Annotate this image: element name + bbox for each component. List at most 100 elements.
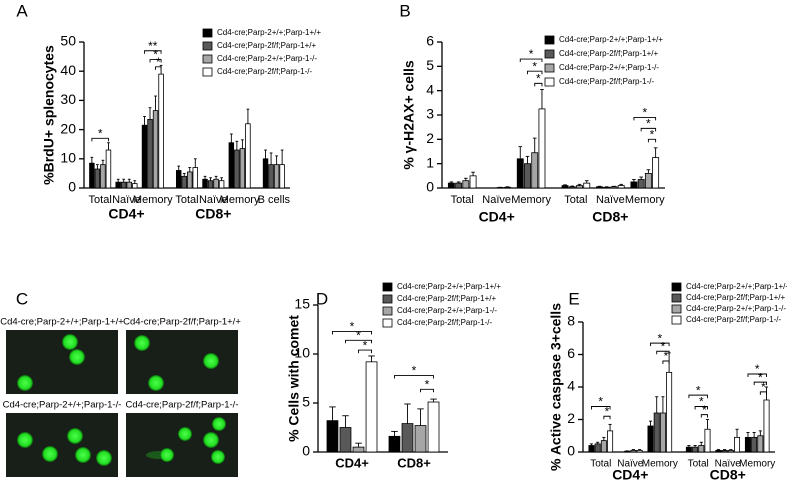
legend-label: Cd4-cre;Parp-2+/+;Parp-1-/-: [559, 63, 659, 72]
bar: [401, 423, 414, 453]
bar: [469, 175, 477, 189]
x-tick-label: Naïve: [596, 194, 625, 206]
significance-label: *: [699, 395, 704, 409]
legend-label: Cd4-cre;Parp-2+/+;Parp-1+/+: [559, 35, 663, 44]
bar: [365, 361, 378, 453]
legend-swatch: [202, 67, 213, 77]
y-tick-label: 0: [68, 179, 76, 195]
significance-label: *: [646, 117, 651, 131]
significance-bracket: [534, 82, 543, 87]
y-tick-label: 40: [60, 62, 76, 78]
significance-bracket: [640, 127, 657, 132]
bar: [192, 167, 199, 189]
significance-bracket: [633, 116, 657, 121]
bar: [636, 449, 643, 453]
significance-bracket: [753, 381, 767, 386]
bar: [414, 425, 427, 453]
bar: [462, 180, 470, 189]
group-label: CD8+: [592, 209, 628, 225]
bar: [637, 179, 645, 189]
bar: [455, 182, 463, 189]
x-tick-label: Memory: [133, 194, 173, 206]
bar: [262, 158, 269, 189]
y-tick-label: 10: [60, 150, 76, 166]
y-tick-label: 2: [426, 130, 434, 146]
y-axis-title: %BrdU+ splenocytes: [41, 45, 57, 185]
bar: [596, 186, 603, 189]
bar: [644, 172, 652, 189]
y-tick-label: 10: [294, 345, 310, 361]
group-label: CD4+: [479, 209, 515, 225]
significance-bracket: [662, 360, 670, 364]
x-tick-label: Naïve: [112, 194, 141, 206]
legend-label: Cd4-cre;Parp-2f/f;Parp-1+/+: [686, 293, 785, 302]
significance-bracket: [694, 406, 708, 410]
y-tick-label: 15: [294, 296, 310, 312]
bar: [659, 412, 666, 453]
significance-label: *: [605, 404, 610, 418]
bar: [132, 183, 138, 189]
legend-swatch: [382, 318, 393, 328]
significance-label: *: [758, 370, 763, 384]
x-tick-label: Memory: [739, 459, 775, 470]
bar: [94, 168, 101, 189]
significance-label: *: [657, 331, 662, 345]
y-tick-label: 30: [60, 91, 76, 107]
y-tick-label: 3: [426, 106, 434, 122]
bar: [339, 427, 352, 453]
bar: [588, 445, 595, 453]
significance-bracket: [519, 58, 543, 63]
bar: [524, 163, 531, 189]
x-tick-label: CD4+: [335, 455, 369, 470]
legend-swatch: [544, 49, 555, 59]
legend-swatch: [544, 77, 555, 87]
bar: [704, 428, 711, 453]
legend-swatch: [382, 306, 393, 316]
legend-swatch: [202, 41, 213, 51]
legend-label: Cd4-cre;Parp-2+/+;Parp-1-/-: [397, 306, 497, 315]
significance-label: *: [642, 106, 647, 120]
y-tick-label: 4: [426, 81, 434, 97]
significance-label: *: [153, 48, 158, 62]
bar: [630, 449, 637, 453]
significance-bracket: [700, 414, 708, 418]
significance-bracket: [394, 375, 434, 379]
significance-bracket: [155, 66, 162, 70]
legend-swatch: [671, 293, 682, 303]
bar: [727, 449, 734, 453]
bar: [273, 164, 280, 189]
bar: [504, 186, 511, 189]
bar: [187, 171, 193, 189]
x-tick-label: Memory: [511, 194, 551, 206]
bar: [213, 178, 219, 189]
bar: [647, 425, 654, 453]
panel-letter: D: [316, 289, 328, 308]
y-axis-title: % Cells with comet: [286, 315, 302, 442]
legend-label: Cd4-cre;Parp-2+/+;Parp-1-/-: [217, 54, 317, 63]
image-caption: Cd4-cre;Parp-2+/+;Parp-1+/+: [0, 317, 124, 328]
bar: [531, 152, 539, 189]
bar: [721, 449, 728, 453]
significance-bracket: [647, 138, 657, 143]
group-label: CD8+: [195, 206, 231, 222]
significance-bracket: [144, 50, 162, 54]
y-tick-label: 20: [60, 120, 76, 136]
bar: [141, 124, 148, 189]
y-tick-label: 0: [302, 443, 310, 459]
bar: [538, 108, 546, 189]
significance-bracket: [688, 394, 708, 399]
bar: [576, 185, 583, 189]
bar: [715, 449, 722, 453]
bar: [268, 164, 274, 189]
group-label: CD4+: [108, 206, 144, 222]
bar: [692, 446, 699, 453]
legend-swatch: [544, 63, 555, 73]
bar: [610, 186, 618, 189]
bar: [698, 445, 705, 453]
bar: [100, 164, 106, 189]
legend-swatch: [671, 282, 682, 292]
significance-label: *: [98, 127, 103, 141]
y-tick-label: 5: [426, 57, 434, 73]
bar: [734, 436, 741, 453]
x-tick-label: Total: [564, 194, 587, 206]
